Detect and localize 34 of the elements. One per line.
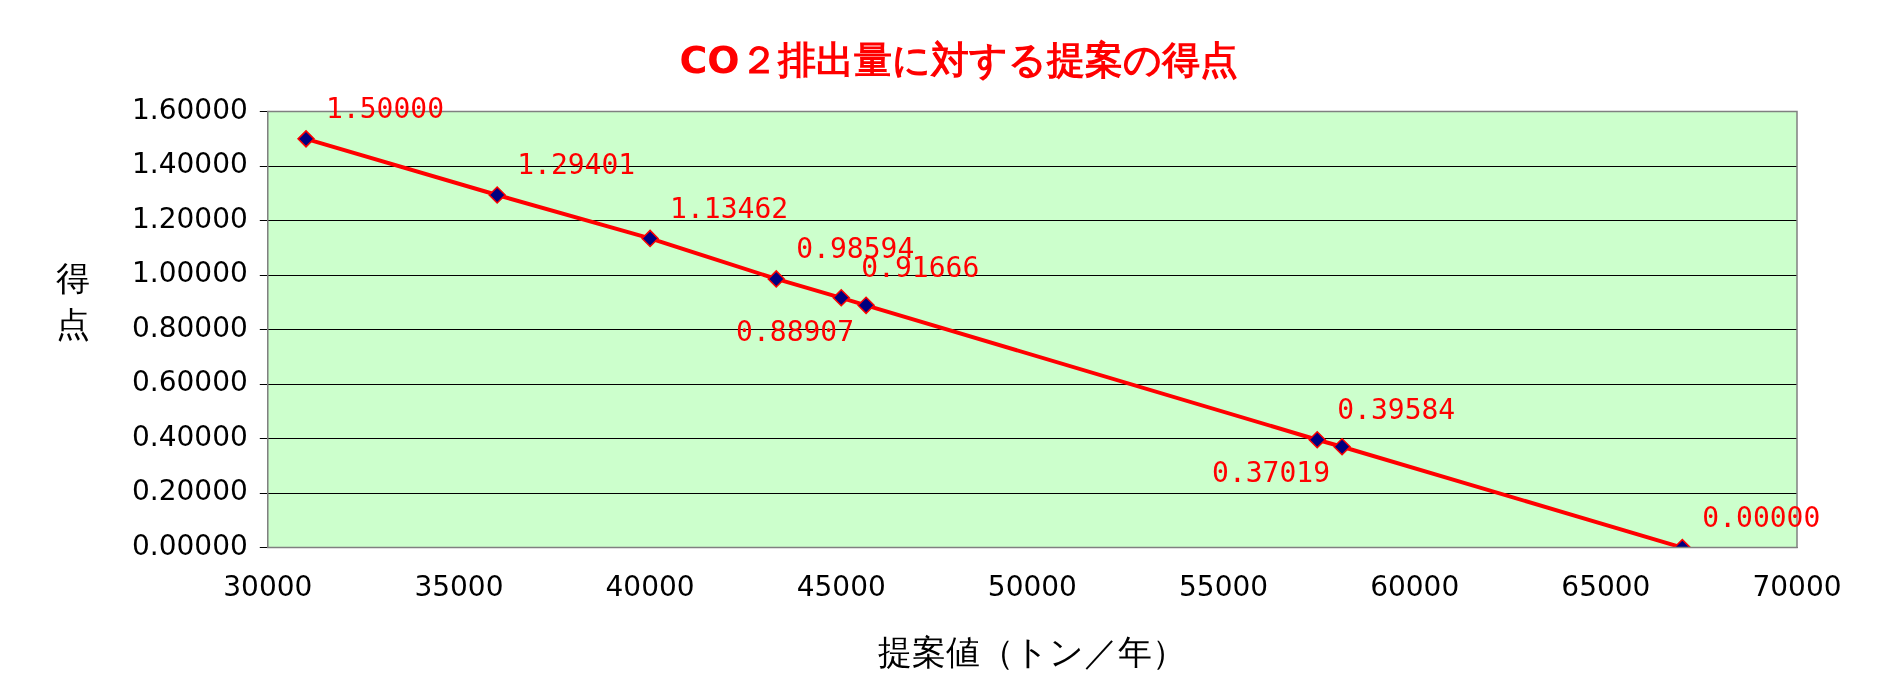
point [641, 229, 659, 248]
text: 1.13462 [670, 191, 789, 225]
text: 1.50000 [326, 92, 445, 126]
text: 0.39584 [1337, 393, 1456, 427]
y-tick-label: 1.40000 [131, 147, 248, 181]
y-tick-label: 1.00000 [131, 256, 248, 290]
x-tick-label: 45000 [796, 569, 886, 603]
point [488, 186, 506, 204]
y-tick-label: 0.20000 [131, 474, 248, 508]
point [767, 270, 785, 288]
x-tick-label: 30000 [223, 569, 313, 603]
x-axis-title: 提案値（トン／年） [878, 632, 1187, 673]
x-tick-label: 50000 [987, 569, 1077, 603]
y-tick-label: 0.00000 [131, 528, 248, 562]
x-tick-label: 60000 [1370, 569, 1460, 603]
y-tick-label: 0.40000 [131, 419, 248, 453]
point [297, 130, 315, 148]
y-axis-title: 得点 [56, 257, 90, 346]
y-tick-label: 1.20000 [131, 201, 248, 235]
x-tick-label: 70000 [1752, 569, 1842, 603]
text: 0.37019 [1212, 456, 1331, 489]
y-tick-label: 0.60000 [131, 365, 248, 399]
chart-title: CO２排出量に対する提案の得点 [679, 37, 1238, 82]
x-tick-label: 40000 [605, 569, 695, 603]
point [857, 296, 875, 315]
y-tick-label: 1.60000 [131, 92, 248, 126]
y-tick-label: 0.80000 [131, 310, 248, 344]
x-tick-label: 65000 [1561, 569, 1651, 603]
point [1333, 437, 1351, 456]
x-tick-label: 55000 [1179, 569, 1269, 603]
x-tick-label: 35000 [414, 569, 504, 603]
point [832, 289, 850, 307]
point [1308, 430, 1326, 449]
text: 0.00000 [1702, 500, 1821, 534]
